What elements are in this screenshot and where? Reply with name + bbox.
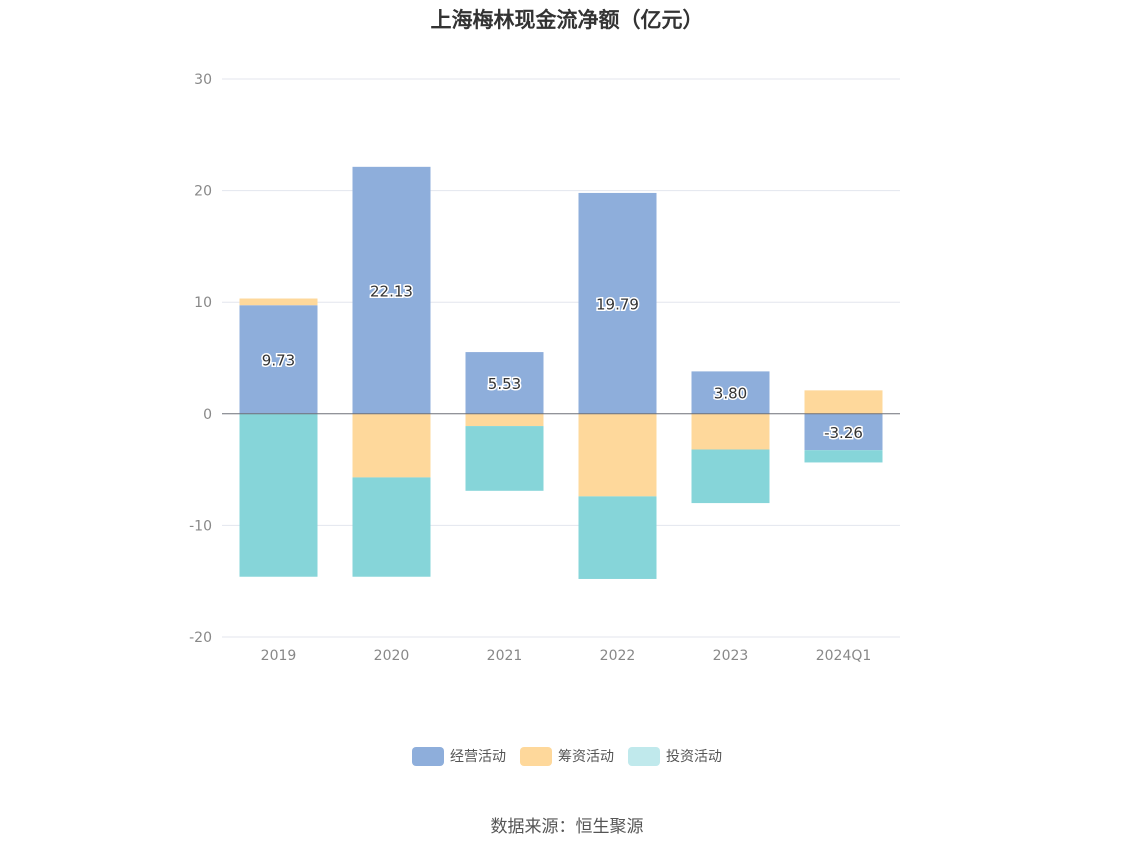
y-tick-label: 30 (194, 72, 212, 88)
bar (352, 477, 431, 577)
bar (465, 352, 544, 414)
bar (465, 426, 544, 491)
y-tick-label: 0 (203, 407, 212, 423)
legend-swatch (412, 746, 444, 766)
legend-label: 筹资活动 (558, 749, 614, 765)
data-label: 9.73 (262, 352, 295, 370)
legend-label: 投资活动 (666, 749, 722, 765)
data-label: 5.53 (488, 375, 521, 393)
bar (578, 413, 657, 497)
bar (352, 413, 431, 478)
y-axis-ticks: 30 20 10 0 -10 -20 (189, 72, 212, 646)
x-tick-label: 2019 (261, 648, 297, 664)
x-tick-label: 2022 (600, 648, 636, 664)
chart-title: 上海梅林现金流净额（亿元） (430, 8, 704, 32)
chart-plot: 30 20 10 0 -10 -20 9.73 22.13 5.53 19.79 3.80 -3.2… (189, 72, 900, 664)
bar (465, 413, 544, 427)
x-tick-label: 2020 (374, 648, 410, 664)
grid-lines (222, 78, 900, 638)
legend: 经营活动 筹资活动 投资活动 (0, 746, 1134, 766)
y-tick-label: 10 (194, 295, 212, 311)
bar (578, 192, 657, 414)
data-label: 22.13 (370, 282, 413, 300)
legend-item[interactable]: 经营活动 (412, 746, 506, 766)
x-axis-ticks: 2019 2020 2021 2022 2023 2024Q1 (261, 648, 872, 664)
bar (804, 413, 883, 451)
data-label: -3.26 (824, 424, 863, 442)
y-tick-label: 20 (194, 184, 212, 200)
x-tick-label: 2023 (713, 648, 749, 664)
bars (239, 166, 883, 579)
bar (804, 390, 883, 414)
bar (691, 413, 770, 450)
bar (239, 305, 318, 414)
y-tick-label: -20 (189, 630, 212, 646)
bar (352, 166, 431, 414)
legend-item[interactable]: 筹资活动 (520, 746, 614, 766)
bar (691, 449, 770, 504)
legend-swatch (520, 746, 552, 766)
legend-item[interactable]: 投资活动 (628, 746, 722, 766)
y-tick-label: -10 (189, 518, 212, 534)
data-label: 19.79 (596, 295, 639, 313)
legend-label: 经营活动 (450, 749, 506, 765)
bar (691, 371, 770, 414)
bar (804, 450, 883, 463)
x-tick-label: 2024Q1 (816, 648, 872, 664)
bar (578, 496, 657, 579)
x-tick-label: 2021 (487, 648, 523, 664)
legend-swatch (628, 746, 660, 766)
bar (239, 298, 318, 306)
bar (239, 413, 318, 577)
data-label: 3.80 (714, 385, 747, 403)
data-labels: 9.73 22.13 5.53 19.79 3.80 -3.26 (260, 281, 864, 444)
data-source: 数据来源：恒生聚源 (490, 817, 644, 837)
